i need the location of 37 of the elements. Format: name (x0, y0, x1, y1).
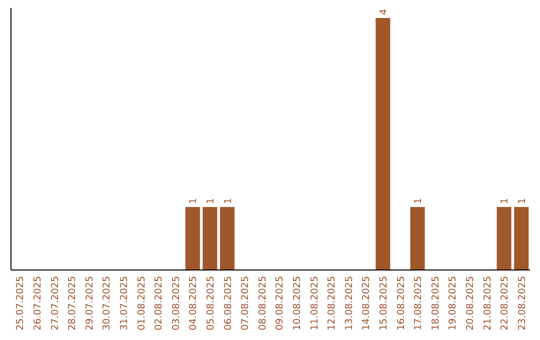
x-tick-label: 18.08.2025 (430, 276, 442, 330)
x-tick-label: 26.07.2025 (32, 276, 44, 330)
x-tick-label: 12.08.2025 (326, 276, 338, 330)
x-tick-label: 01.08.2025 (136, 276, 148, 330)
x-tick-label: 27.07.2025 (50, 276, 61, 330)
data-label: 4 (378, 8, 390, 15)
x-tick-label: 07.08.2025 (240, 276, 252, 330)
x-tick-label: 20.08.2025 (464, 276, 476, 330)
x-tick-label: 14.08.2025 (361, 276, 372, 330)
data-label: 1 (205, 198, 216, 204)
x-tick-label: 11.08.2025 (309, 276, 320, 330)
x-tick-label: 23.08.2025 (516, 276, 528, 330)
x-tick-label: 29.07.2025 (84, 276, 96, 330)
x-tick-label: 06.08.2025 (222, 276, 234, 330)
x-tick-label: 30.07.2025 (102, 276, 113, 330)
x-tick-label: 19.08.2025 (448, 276, 459, 330)
data-label: 1 (188, 198, 200, 204)
x-tick-label: 03.08.2025 (170, 276, 182, 330)
x-tick-label: 16.08.2025 (396, 276, 407, 330)
data-label: 1 (413, 198, 424, 204)
data-label: 1 (222, 198, 234, 204)
x-tick-label: 21.08.2025 (482, 276, 494, 330)
x-tick-label: 28.07.2025 (67, 276, 78, 330)
x-tick-label: 09.08.2025 (274, 276, 286, 330)
x-tick-label: 13.08.2025 (344, 276, 355, 330)
x-tick-label: 08.08.2025 (257, 276, 268, 330)
x-tick-label: 25.07.2025 (15, 276, 26, 330)
x-tick-label: 05.08.2025 (205, 276, 216, 330)
x-tick-label: 10.08.2025 (292, 276, 303, 330)
x-tick-label: 04.08.2025 (188, 276, 200, 330)
x-tick-label: 22.08.2025 (500, 276, 511, 330)
x-tick-label: 02.08.2025 (154, 276, 165, 330)
x-tick-label: 17.08.2025 (413, 276, 424, 330)
data-label: 1 (516, 198, 528, 204)
x-tick-label: 15.08.2025 (378, 276, 390, 330)
data-label: 1 (500, 198, 511, 204)
x-tick-label: 31.07.2025 (118, 276, 130, 330)
